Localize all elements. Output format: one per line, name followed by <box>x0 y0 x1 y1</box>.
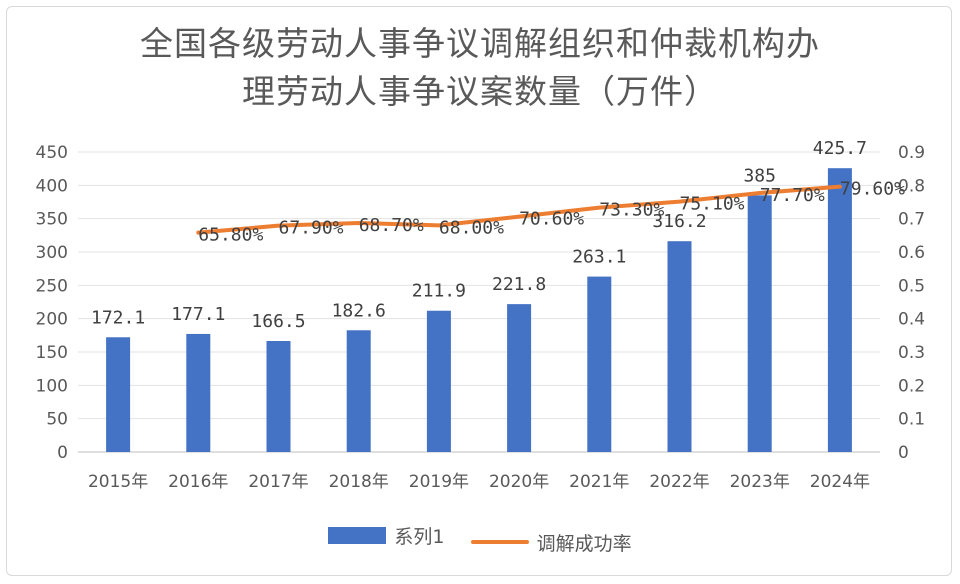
legend-item-bars: 系列1 <box>328 522 445 549</box>
x-tick-label: 2021年 <box>569 472 629 492</box>
y-tick-right: 0.4 <box>898 310 925 330</box>
bar-data-label: 166.5 <box>251 311 305 332</box>
bar <box>507 304 532 452</box>
x-tick-label: 2015年 <box>88 472 148 492</box>
y-tick-left: 150 <box>36 343 68 363</box>
y-tick-left: 50 <box>46 410 68 430</box>
bar <box>106 337 131 452</box>
bar-data-label: 425.7 <box>813 138 867 159</box>
line-data-labels: 65.80% 67.90% 68.70% 68.00% 70.60% 73.30% 75.1… <box>198 179 905 246</box>
legend-label-line: 调解成功率 <box>536 532 632 555</box>
chart-title-line1: 全国各级劳动人事争议调解组织和仲裁机构办 <box>140 24 820 63</box>
gridlines <box>78 151 880 453</box>
x-tick-label: 2018年 <box>329 472 389 492</box>
bar <box>587 276 612 452</box>
x-tick-label: 2016年 <box>168 472 228 492</box>
bar <box>186 333 211 452</box>
bar <box>827 168 852 452</box>
bar <box>346 330 371 452</box>
y-axis-right: 0 0.1 0.2 0.3 0.4 0.5 0.6 0.7 0.8 0.9 <box>898 143 925 463</box>
x-tick-label: 2024年 <box>810 472 870 492</box>
y-tick-right: 0.3 <box>898 343 925 363</box>
legend-label-bars: 系列1 <box>394 526 445 548</box>
bar-data-label: 177.1 <box>171 304 225 325</box>
line-data-label: 68.00% <box>439 217 504 238</box>
y-tick-left: 100 <box>36 376 68 396</box>
bar-data-label: 182.6 <box>332 300 386 321</box>
legend-item-line: 调解成功率 <box>470 529 632 556</box>
line-data-label: 79.60% <box>840 179 905 200</box>
line-series <box>196 184 842 235</box>
line-data-label: 75.10% <box>680 194 745 215</box>
y-tick-right: 0.5 <box>898 276 925 296</box>
line-data-label: 67.90% <box>279 218 344 239</box>
y-tick-left: 200 <box>36 310 68 330</box>
y-tick-right: 0.6 <box>898 243 925 263</box>
x-tick-label: 2022年 <box>649 472 709 492</box>
y-tick-left: 300 <box>36 243 68 263</box>
y-tick-right: 0.8 <box>898 176 925 196</box>
legend-swatch-bars <box>328 527 387 544</box>
y-axis-left: 0 50 100 150 200 250 300 350 400 450 <box>36 143 68 463</box>
bar-data-label: 316.2 <box>652 211 706 232</box>
x-tick-label: 2019年 <box>409 472 469 492</box>
bar-data-label: 172.1 <box>91 307 145 328</box>
y-tick-left: 250 <box>36 276 68 296</box>
y-tick-left: 0 <box>57 443 68 463</box>
bar <box>667 241 692 452</box>
y-tick-left: 350 <box>36 210 68 230</box>
bar-data-label: 385 <box>743 165 776 186</box>
bar <box>426 310 451 452</box>
line-data-label: 70.60% <box>519 209 584 230</box>
bar-data-label: 263.1 <box>572 247 626 268</box>
y-tick-right: 0.7 <box>898 210 925 230</box>
x-tick-label: 2020年 <box>489 472 549 492</box>
bar-series <box>106 168 852 453</box>
bar-data-label: 221.8 <box>492 274 546 295</box>
chart-frame <box>6 6 952 576</box>
bar <box>266 341 291 452</box>
bar <box>747 195 772 453</box>
y-tick-left: 450 <box>36 143 68 163</box>
y-tick-right: 0 <box>898 443 909 463</box>
bar-data-label: 211.9 <box>412 281 466 302</box>
x-tick-label: 2023年 <box>730 472 790 492</box>
legend-swatch-line <box>470 540 529 544</box>
x-tick-label: 2017年 <box>248 472 308 492</box>
line-data-label: 73.30% <box>599 200 664 221</box>
line-data-label: 68.70% <box>359 215 424 236</box>
line-data-label: 77.70% <box>760 185 825 206</box>
y-tick-left: 400 <box>36 176 68 196</box>
line-data-label: 65.80% <box>198 225 263 246</box>
y-tick-right: 0.1 <box>898 410 925 430</box>
x-axis: 2015年 2016年 2017年 2018年 2019年 2020年 2021年 2022年… <box>88 472 870 492</box>
y-tick-right: 0.2 <box>898 376 925 396</box>
bar-data-labels: 172.1 177.1 166.5 182.6 211.9 221.8 263.1 316.2… <box>91 138 867 332</box>
y-tick-right: 0.9 <box>898 143 925 163</box>
chart-title-line2: 理劳动人事争议案数量（万件） <box>242 72 718 111</box>
legend: 系列1 调解成功率 <box>0 522 960 556</box>
